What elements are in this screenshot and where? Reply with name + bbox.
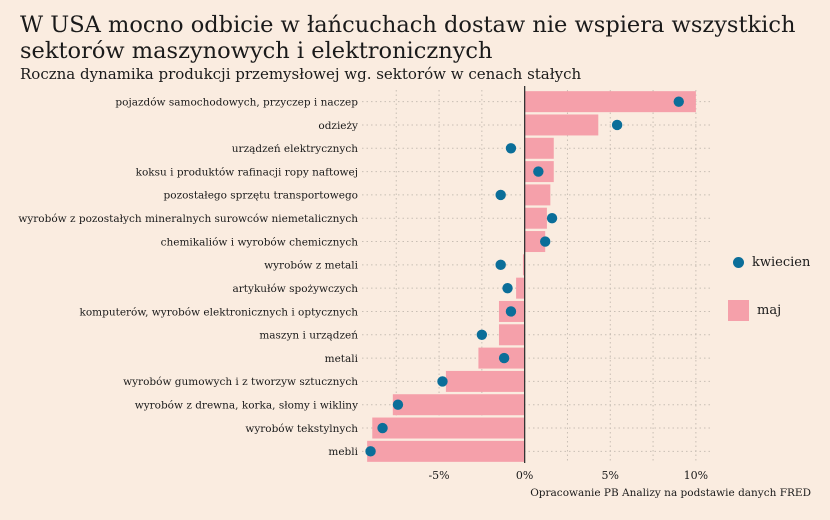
category-label: urządzeń elektrycznych (232, 143, 358, 155)
point-kwiecien (546, 213, 558, 224)
bar-maj (392, 394, 525, 416)
category-label: pojazdów samochodowych, przyczep i nacze… (115, 96, 358, 108)
category-label: komputerów, wyrobów elektronicznych i op… (79, 306, 358, 318)
point-kwiecien (476, 329, 488, 340)
chart-subtitle: Roczna dynamika produkcji przemysłowej w… (20, 65, 582, 83)
category-label: odzieży (318, 120, 358, 132)
bar-maj (524, 207, 547, 229)
category-label: metali (325, 353, 359, 365)
point-kwiecien (498, 352, 510, 364)
bar-maj (498, 324, 525, 346)
bar-maj (524, 137, 554, 159)
category-label: wyrobów z pozostałych mineralnych surowc… (18, 213, 358, 225)
source-note: Opracowanie PB Analizy na podstawie dany… (530, 487, 811, 499)
category-label: maszyn i urządzeń (259, 330, 358, 342)
legend-dot-marker (733, 256, 744, 268)
bar-maj (367, 440, 525, 462)
category-labels: pojazdów samochodowych, przyczep i nacze… (18, 96, 358, 458)
point-kwiecien (611, 119, 623, 131)
point-kwiecien (437, 376, 448, 387)
category-label: artykułów spożywczych (233, 283, 359, 295)
category-label: wyrobów z metali (264, 260, 359, 272)
bar-maj (524, 184, 551, 206)
bars (367, 91, 696, 462)
bar-maj (372, 417, 525, 439)
legend-item-maj: maj (726, 296, 810, 324)
point-kwiecien (505, 306, 517, 317)
bar-maj (524, 114, 599, 136)
point-kwiecien (495, 189, 506, 201)
bar-maj (524, 231, 546, 253)
category-label: pozostałego sprzętu transportowego (164, 190, 358, 202)
point-kwiecien (540, 236, 551, 247)
point-kwiecien (533, 166, 544, 177)
point-kwiecien (502, 282, 513, 294)
point-kwiecien (495, 259, 506, 271)
bar-maj (445, 370, 525, 392)
point-kwiecien (365, 446, 376, 457)
category-label: mebli (328, 446, 358, 458)
x-tick-label: -5% (428, 469, 449, 482)
category-label: wyrobów tekstylnych (245, 423, 358, 435)
legend: kwiecien maj (726, 248, 810, 344)
category-label: chemikaliów i wyrobów chemicznych (161, 236, 359, 248)
points (365, 96, 684, 457)
legend-label-kwiecien: kwiecien (752, 254, 811, 270)
point-kwiecien (392, 399, 404, 410)
chart-title: W USA mocno odbicie w łańcuchach dostaw … (20, 12, 796, 64)
bar-maj (524, 91, 696, 113)
point-kwiecien (673, 96, 684, 107)
bar-maj (522, 254, 525, 276)
x-axis-ticks: -5% 0% 5% 10% (428, 469, 708, 482)
category-label: wyrobów z drewna, korka, słomy i wikliny (135, 400, 358, 412)
category-label: wyrobów gumowych i z tworzyw sztucznych (123, 376, 358, 388)
point-kwiecien (505, 143, 517, 154)
point-kwiecien (377, 422, 388, 434)
x-tick-label: 10% (684, 469, 708, 482)
x-tick-label: 5% (602, 469, 619, 482)
x-tick-label: 0% (516, 469, 533, 482)
category-label: koksu i produktów rafinacji ropy naftowe… (136, 166, 358, 178)
legend-label-maj: maj (757, 302, 782, 318)
legend-bar-marker (728, 299, 749, 321)
bar-maj (516, 277, 525, 299)
legend-item-kwiecien: kwiecien (726, 248, 810, 276)
